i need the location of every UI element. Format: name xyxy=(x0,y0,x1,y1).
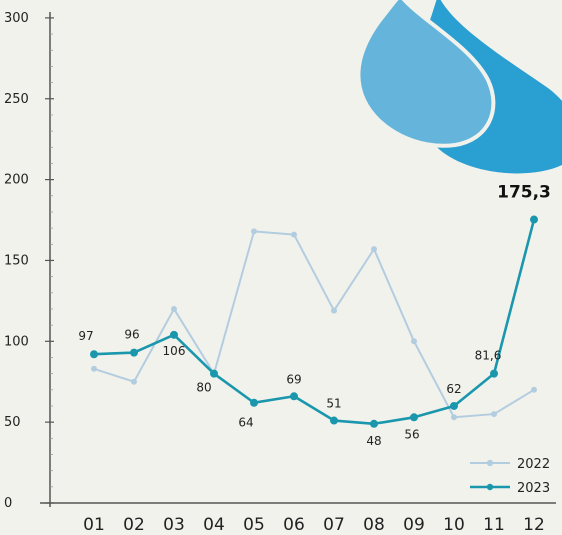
y-tick-label: 0 xyxy=(4,496,12,511)
data-point-2023 xyxy=(290,392,298,401)
data-point-2023 xyxy=(130,348,138,357)
data-point-2022 xyxy=(131,378,137,385)
data-point-2022 xyxy=(291,231,297,238)
data-label: 81,6 xyxy=(475,349,502,363)
x-tick-label: 04 xyxy=(203,515,225,535)
data-point-2022 xyxy=(251,228,257,235)
data-point-2022 xyxy=(491,411,497,418)
data-point-2023 xyxy=(490,369,498,378)
x-tick-label: 02 xyxy=(123,515,145,535)
series-line-2022 xyxy=(93,230,535,419)
data-point-2022 xyxy=(531,386,537,393)
axes: 0 50 100 150 200 250 300 01 02 03 04 05 06 07 08 09 10 11… xyxy=(4,11,556,535)
data-label: 80 xyxy=(196,381,211,395)
data-point-2023 xyxy=(170,330,178,339)
data-label: 51 xyxy=(326,397,341,411)
data-label: 106 xyxy=(163,344,186,358)
y-tick-label: 50 xyxy=(4,415,21,430)
x-tick-label: 11 xyxy=(483,515,505,535)
data-point-2023 xyxy=(330,416,338,425)
y-tick-label: 200 xyxy=(4,173,29,188)
data-point-2023 xyxy=(530,215,538,224)
y-tick-label: 250 xyxy=(4,92,29,107)
data-point-2023 xyxy=(450,401,458,410)
x-tick-label: 08 xyxy=(363,515,385,535)
y-tick-label: 300 xyxy=(4,11,29,26)
data-point-2022 xyxy=(91,365,97,372)
data-point-2023 xyxy=(250,398,258,407)
data-point-2022 xyxy=(371,246,377,253)
legend-label: 2022 xyxy=(517,457,550,472)
y-tick-label: 150 xyxy=(4,253,29,268)
x-tick-label: 01 xyxy=(83,515,105,535)
legend-marker-2023 xyxy=(486,483,494,491)
data-point-2022 xyxy=(171,305,177,312)
x-tick-label: 03 xyxy=(163,515,185,535)
data-point-2023 xyxy=(90,350,98,359)
data-label: 64 xyxy=(238,416,253,430)
legend: 2022 2023 xyxy=(470,457,550,496)
data-label: 56 xyxy=(404,427,419,441)
series-line-2023 xyxy=(93,219,536,426)
x-tick-label: 12 xyxy=(523,515,545,535)
series-layer xyxy=(90,215,538,428)
data-labels: 97 96 106 80 64 69 51 48 56 62 81,6 175,3 xyxy=(78,183,551,448)
data-point-2023 xyxy=(210,369,218,378)
data-label: 97 xyxy=(78,329,93,343)
data-label: 69 xyxy=(286,372,301,386)
y-tick-label: 100 xyxy=(4,334,29,349)
data-point-2022 xyxy=(331,307,337,314)
x-tick-label: 10 xyxy=(443,515,465,535)
water-drop-light-shape xyxy=(356,0,496,148)
data-point-2022 xyxy=(411,338,417,345)
data-point-2023 xyxy=(370,419,378,428)
data-point-2023 xyxy=(410,413,418,422)
data-label: 62 xyxy=(446,382,461,396)
x-tick-label: 09 xyxy=(403,515,425,535)
legend-marker-2022 xyxy=(486,459,494,467)
water-drop-icon xyxy=(356,0,562,174)
data-label: 175,3 xyxy=(497,183,551,203)
x-tick-label: 06 xyxy=(283,515,305,535)
data-label: 96 xyxy=(124,328,139,342)
x-tick-label: 05 xyxy=(243,515,265,535)
data-label: 48 xyxy=(366,434,381,448)
x-tick-label: 07 xyxy=(323,515,345,535)
legend-label: 2023 xyxy=(517,481,550,496)
data-point-2022 xyxy=(451,414,457,421)
